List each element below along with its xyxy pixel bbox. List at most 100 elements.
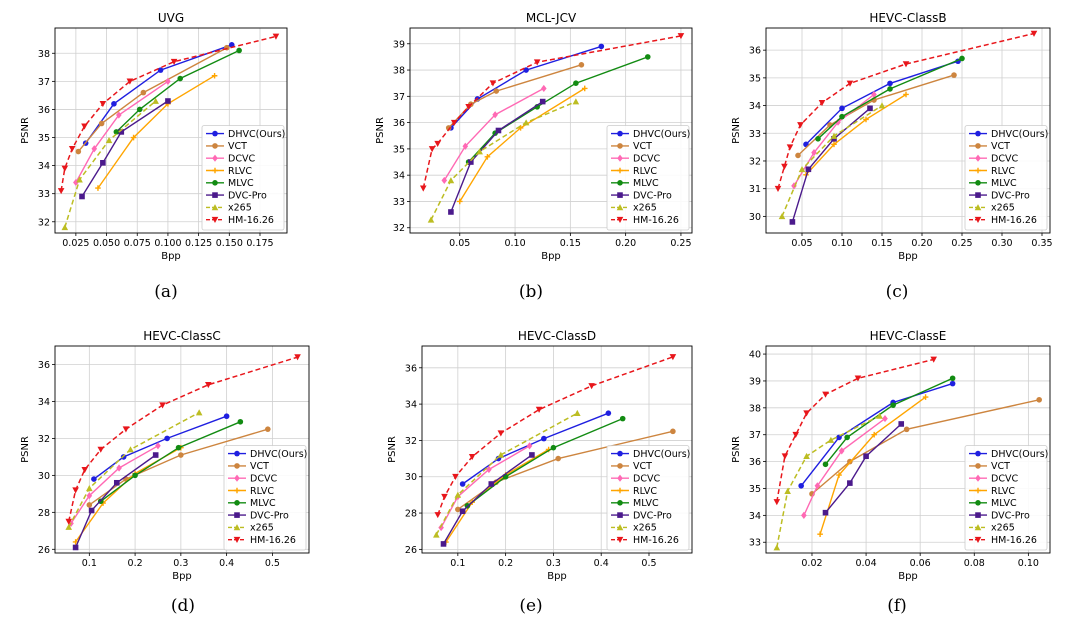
legend-label: DCVC [250,474,277,485]
chart-panel: 0.02 0.04 0.06 0.08 0.10 33 34 35 36 37 38 39 40 HEVC… [731,329,1051,616]
series [97,418,244,505]
legend-marker [975,180,981,186]
legend-item: x265 [611,203,657,214]
data-point [535,406,543,413]
legend-label: DHVC(Ours) [991,129,1048,140]
data-point [778,213,786,220]
legend-item: DVC-Pro [206,190,267,201]
data-point [822,391,829,398]
data-point [523,67,529,73]
legend-item: HM-16.26 [969,215,1037,226]
y-tick-label: 33 [749,538,761,549]
data-point [529,452,535,458]
panel-caption: (b) [519,282,543,302]
data-point [497,451,505,458]
data-point [205,382,212,389]
legend-label: MLVC [633,498,659,509]
data-point [72,487,79,494]
legend-item: DCVC [969,154,1018,165]
x-tick-label: 0.06 [910,558,931,569]
series [65,409,203,530]
legend-item: DCVC [611,154,660,165]
chart-panel: 0.1 0.2 0.3 0.4 0.5 26 28 30 32 34 36 HEVC-ClassC Bp… [20,329,310,616]
data-point [803,410,810,417]
data-point [839,105,845,112]
legend-item: MLVC [228,498,276,509]
y-tick-label: 34 [405,400,417,411]
legend-label: x265 [991,203,1015,214]
y-axis-label: PSNR [387,436,398,463]
data-point [136,106,143,113]
legend-box [606,125,690,231]
series-line [68,411,200,528]
data-point [839,113,845,120]
legend-item: HM-16.26 [228,535,296,546]
legend-label: RLVC [250,486,274,497]
y-tick-label: 40 [749,350,761,361]
x-tick-label: 0.5 [265,558,280,569]
series [438,442,533,532]
x-tick-label: 0.25 [951,238,972,249]
series [65,354,301,525]
series [795,72,957,159]
data-point [86,502,93,508]
data-point [178,452,184,458]
data-point [878,102,886,109]
data-point [789,219,796,225]
data-point [57,188,65,195]
chart-title: MCL-JCV [526,11,577,25]
series [61,97,159,231]
series [801,414,888,519]
series-line [450,101,544,213]
plot-frame [765,27,1051,234]
x-tick-label: 0.15 [871,238,892,249]
y-axis-label: PSNR [731,117,742,144]
legend-label: DCVC [633,154,660,165]
legend-box [201,125,285,231]
data-point [152,452,159,458]
series [434,354,677,519]
legend-label: RLVC [991,166,1015,177]
data-point [871,431,877,438]
legend-label: DHVC(Ours) [633,449,690,460]
legend-label: DVC-Pro [991,510,1030,521]
data-point [237,418,244,425]
data-point [497,430,505,437]
legend-marker [975,512,981,518]
data-point [419,185,427,192]
data-point [541,84,547,93]
series [427,98,580,223]
legend-label: HM-16.26 [991,215,1037,226]
series-line [64,100,157,228]
x-tick-label: 0.05 [449,238,470,249]
series-line [442,454,533,545]
plot-frame [54,27,288,234]
legend-item: DVC-Pro [969,510,1030,521]
legend-marker [617,512,623,518]
data-point [294,354,301,361]
data-point [838,447,845,455]
legend-marker [617,167,623,174]
series [798,380,956,489]
series-line [450,45,602,129]
data-point [489,80,497,87]
panel-caption: (c) [886,282,909,302]
legend-label: DCVC [991,154,1018,165]
y-tick-label: 33 [38,189,50,200]
series [72,452,159,551]
legend-marker [234,487,240,494]
panel-caption: (a) [154,282,177,302]
series [419,33,685,192]
legend-item: x265 [228,523,274,534]
data-point [452,473,459,481]
data-point [773,544,781,551]
legend-label: HM-16.26 [633,535,679,546]
x-tick-label: 0.02 [801,558,822,569]
legend-marker [975,154,981,162]
chart-title: HEVC-ClassE [870,329,947,343]
data-point [526,442,533,450]
legend-item: HM-16.26 [611,535,679,546]
legend-marker [975,450,981,457]
x-tick-label: 0.075 [124,238,151,249]
series-line [440,445,530,528]
